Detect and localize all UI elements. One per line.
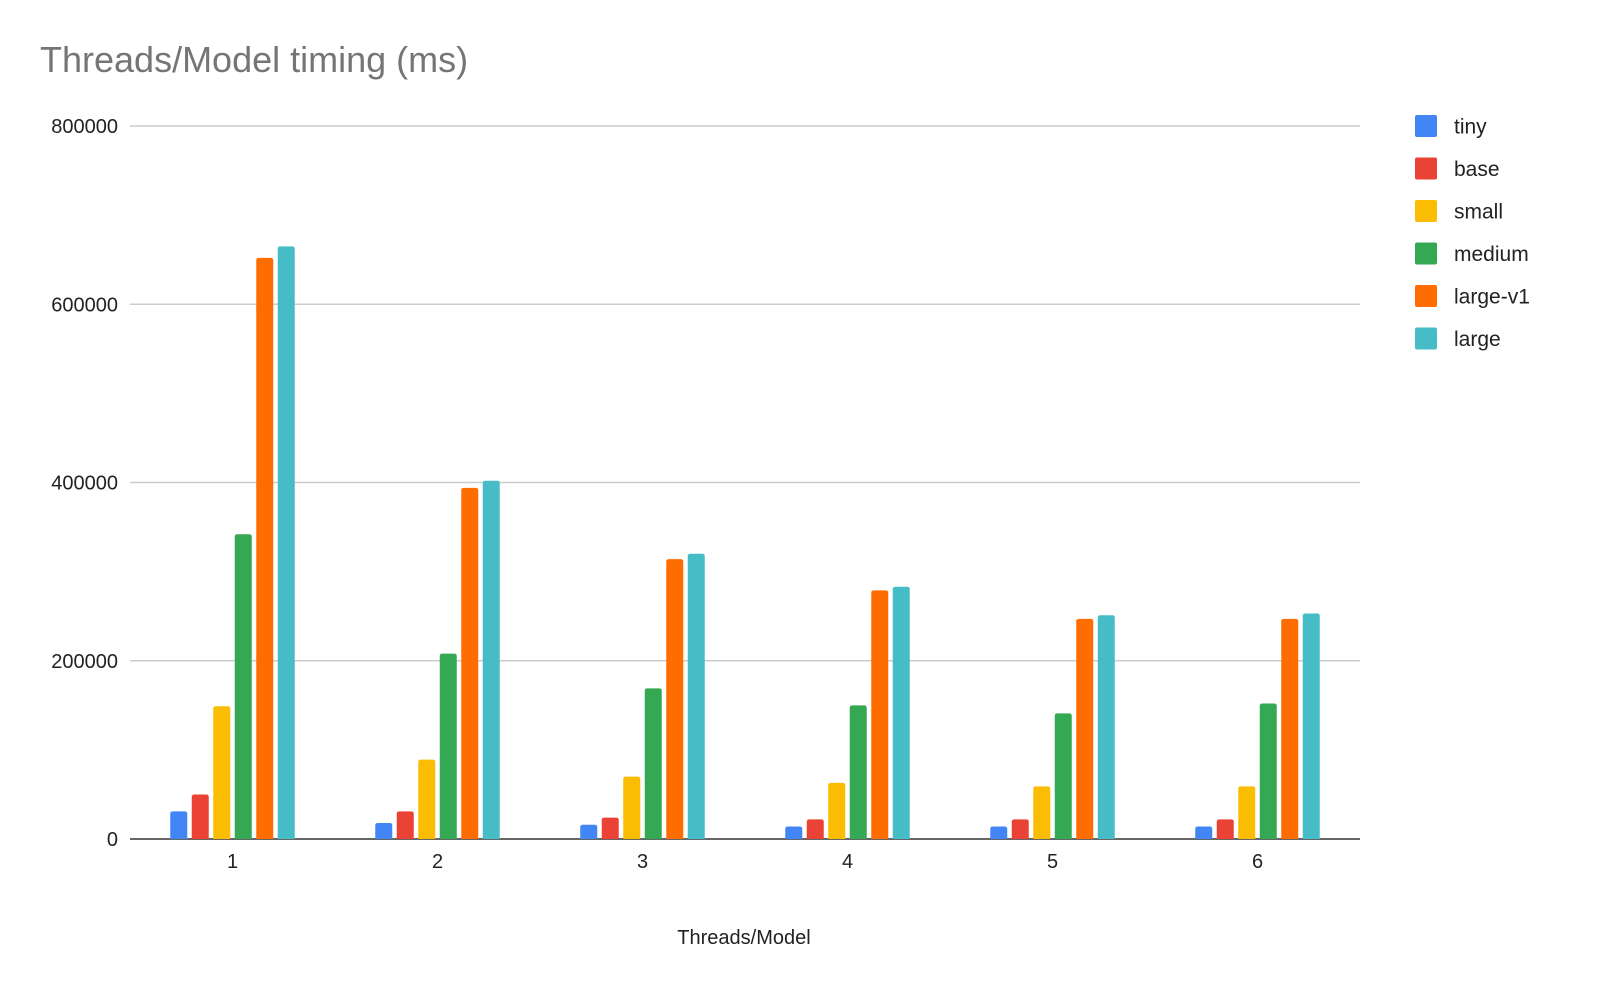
bar-large-6 <box>1302 613 1320 839</box>
chart-title: Threads/Model timing (ms) <box>40 39 468 80</box>
bar-large-v1-3 <box>666 559 684 839</box>
bar-base-5 <box>1011 819 1029 839</box>
legend-swatch-base <box>1415 157 1437 180</box>
legend-swatch-large <box>1415 327 1437 350</box>
bar-large-1 <box>277 246 295 840</box>
bar-medium-2 <box>439 653 457 839</box>
x-tick-label: 2 <box>432 851 443 873</box>
gridlines <box>130 125 1360 840</box>
bar-small-6 <box>1238 786 1256 839</box>
bars <box>170 246 1320 840</box>
bar-medium-1 <box>234 534 252 839</box>
x-tick-label: 3 <box>637 851 648 873</box>
x-tick-label: 6 <box>1252 851 1263 873</box>
bar-medium-5 <box>1054 713 1072 839</box>
bar-base-4 <box>806 819 824 839</box>
bar-large-v1-6 <box>1281 618 1299 839</box>
bar-large-v1-2 <box>461 487 479 839</box>
x-axis-ticks: 1 2 3 4 5 6 <box>227 851 1263 873</box>
bar-large-v1-4 <box>871 590 889 839</box>
x-tick-label: 4 <box>842 851 853 873</box>
bar-small-4 <box>828 782 846 839</box>
bar-medium-3 <box>644 688 662 839</box>
bar-base-1 <box>191 794 209 839</box>
bar-large-4 <box>892 586 910 839</box>
bar-tiny-3 <box>580 824 598 839</box>
bar-large-v1-5 <box>1076 618 1094 839</box>
legend: tiny base small medium large-v1 large <box>1415 115 1530 351</box>
y-tick-label: 200000 <box>51 651 118 673</box>
legend-swatch-small <box>1415 200 1437 222</box>
bar-small-5 <box>1033 786 1051 839</box>
legend-label: medium <box>1454 243 1529 266</box>
y-tick-label: 600000 <box>51 294 118 316</box>
bar-tiny-1 <box>170 811 188 839</box>
bar-tiny-4 <box>785 826 803 839</box>
legend-swatch-tiny <box>1415 115 1437 137</box>
y-tick-label: 0 <box>107 829 118 851</box>
bar-tiny-2 <box>375 822 393 839</box>
x-axis-title: Threads/Model <box>677 927 810 949</box>
legend-label: base <box>1454 158 1500 181</box>
bar-tiny-6 <box>1195 826 1213 839</box>
legend-label: large-v1 <box>1454 286 1530 309</box>
y-axis-ticks: 0 200000 400000 600000 800000 <box>51 116 118 851</box>
legend-label: large <box>1454 328 1501 351</box>
y-tick-label: 400000 <box>51 473 118 495</box>
bar-small-1 <box>213 706 231 839</box>
x-tick-label: 5 <box>1047 851 1058 873</box>
x-tick-label: 1 <box>227 851 238 873</box>
legend-label: small <box>1454 201 1503 224</box>
bar-tiny-5 <box>990 826 1008 839</box>
bar-large-3 <box>687 553 705 839</box>
bar-large-v1-1 <box>256 257 274 839</box>
legend-swatch-medium <box>1415 242 1437 265</box>
bar-large-5 <box>1097 615 1115 839</box>
bar-base-2 <box>396 811 414 839</box>
y-tick-label: 800000 <box>51 116 118 138</box>
legend-label: tiny <box>1454 116 1487 139</box>
bar-small-3 <box>623 776 641 839</box>
bar-base-3 <box>601 817 619 839</box>
bar-medium-6 <box>1259 703 1277 839</box>
bar-large-2 <box>482 480 500 839</box>
bar-medium-4 <box>849 705 867 839</box>
bar-base-6 <box>1216 819 1234 839</box>
legend-swatch-large-v1 <box>1415 285 1437 307</box>
bar-small-2 <box>418 759 436 839</box>
